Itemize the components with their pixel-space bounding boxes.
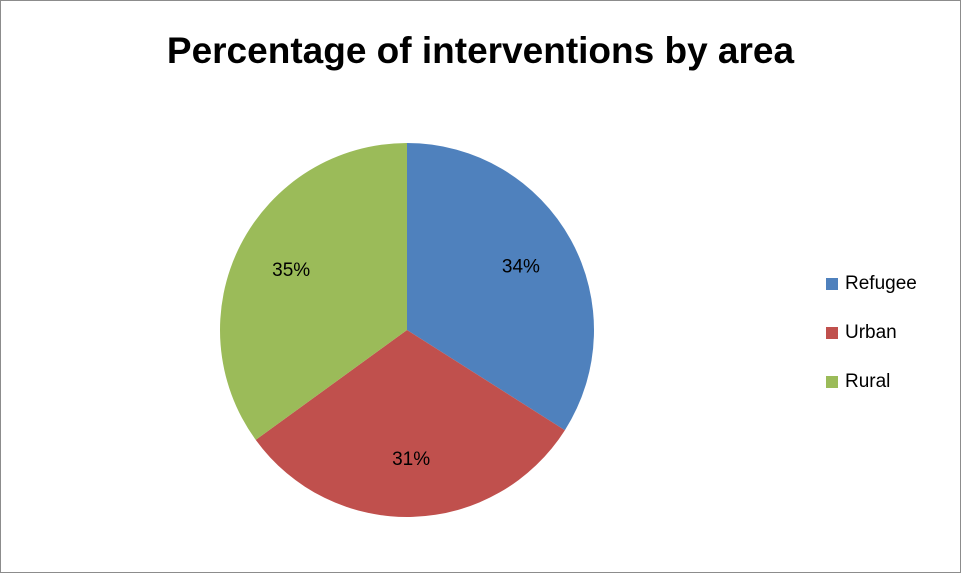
chart-title: Percentage of interventions by area [166,30,795,71]
legend-label-rural: Rural [845,371,891,392]
pie-slice-refugee [407,143,595,431]
legend-swatch-rural [826,376,838,388]
pie-slice-urban [255,330,565,517]
legend-item-rural: Rural [826,370,917,394]
data-label-urban: 31% [392,449,430,470]
legend-item-refugee: Refugee [826,272,917,296]
legend-swatch-urban [826,327,838,339]
legend: Refugee Urban Rural [826,272,917,419]
pie-slice-rural [220,143,407,440]
data-label-rural: 35% [272,260,310,281]
legend-label-urban: Urban [845,322,897,343]
legend-item-urban: Urban [826,321,917,345]
data-label-refugee: 34% [502,256,540,277]
pie-data-labels: 34% 31% 35% [272,256,540,470]
legend-label-refugee: Refugee [845,273,917,294]
legend-swatch-refugee [826,278,838,290]
pie-slices [220,143,595,517]
